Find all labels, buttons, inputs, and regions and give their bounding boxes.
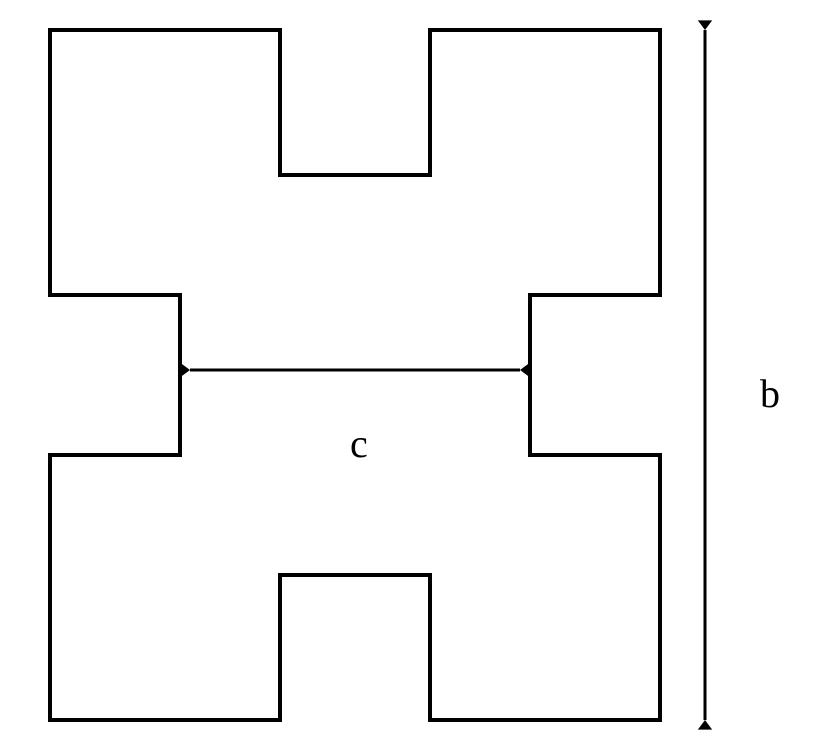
dimension-arrow-b bbox=[698, 20, 712, 729]
label-b: b bbox=[760, 370, 780, 417]
cross-shape bbox=[50, 30, 660, 720]
label-c: c bbox=[350, 420, 368, 467]
diagram-canvas bbox=[0, 0, 832, 752]
dimension-arrow-c bbox=[180, 363, 529, 377]
